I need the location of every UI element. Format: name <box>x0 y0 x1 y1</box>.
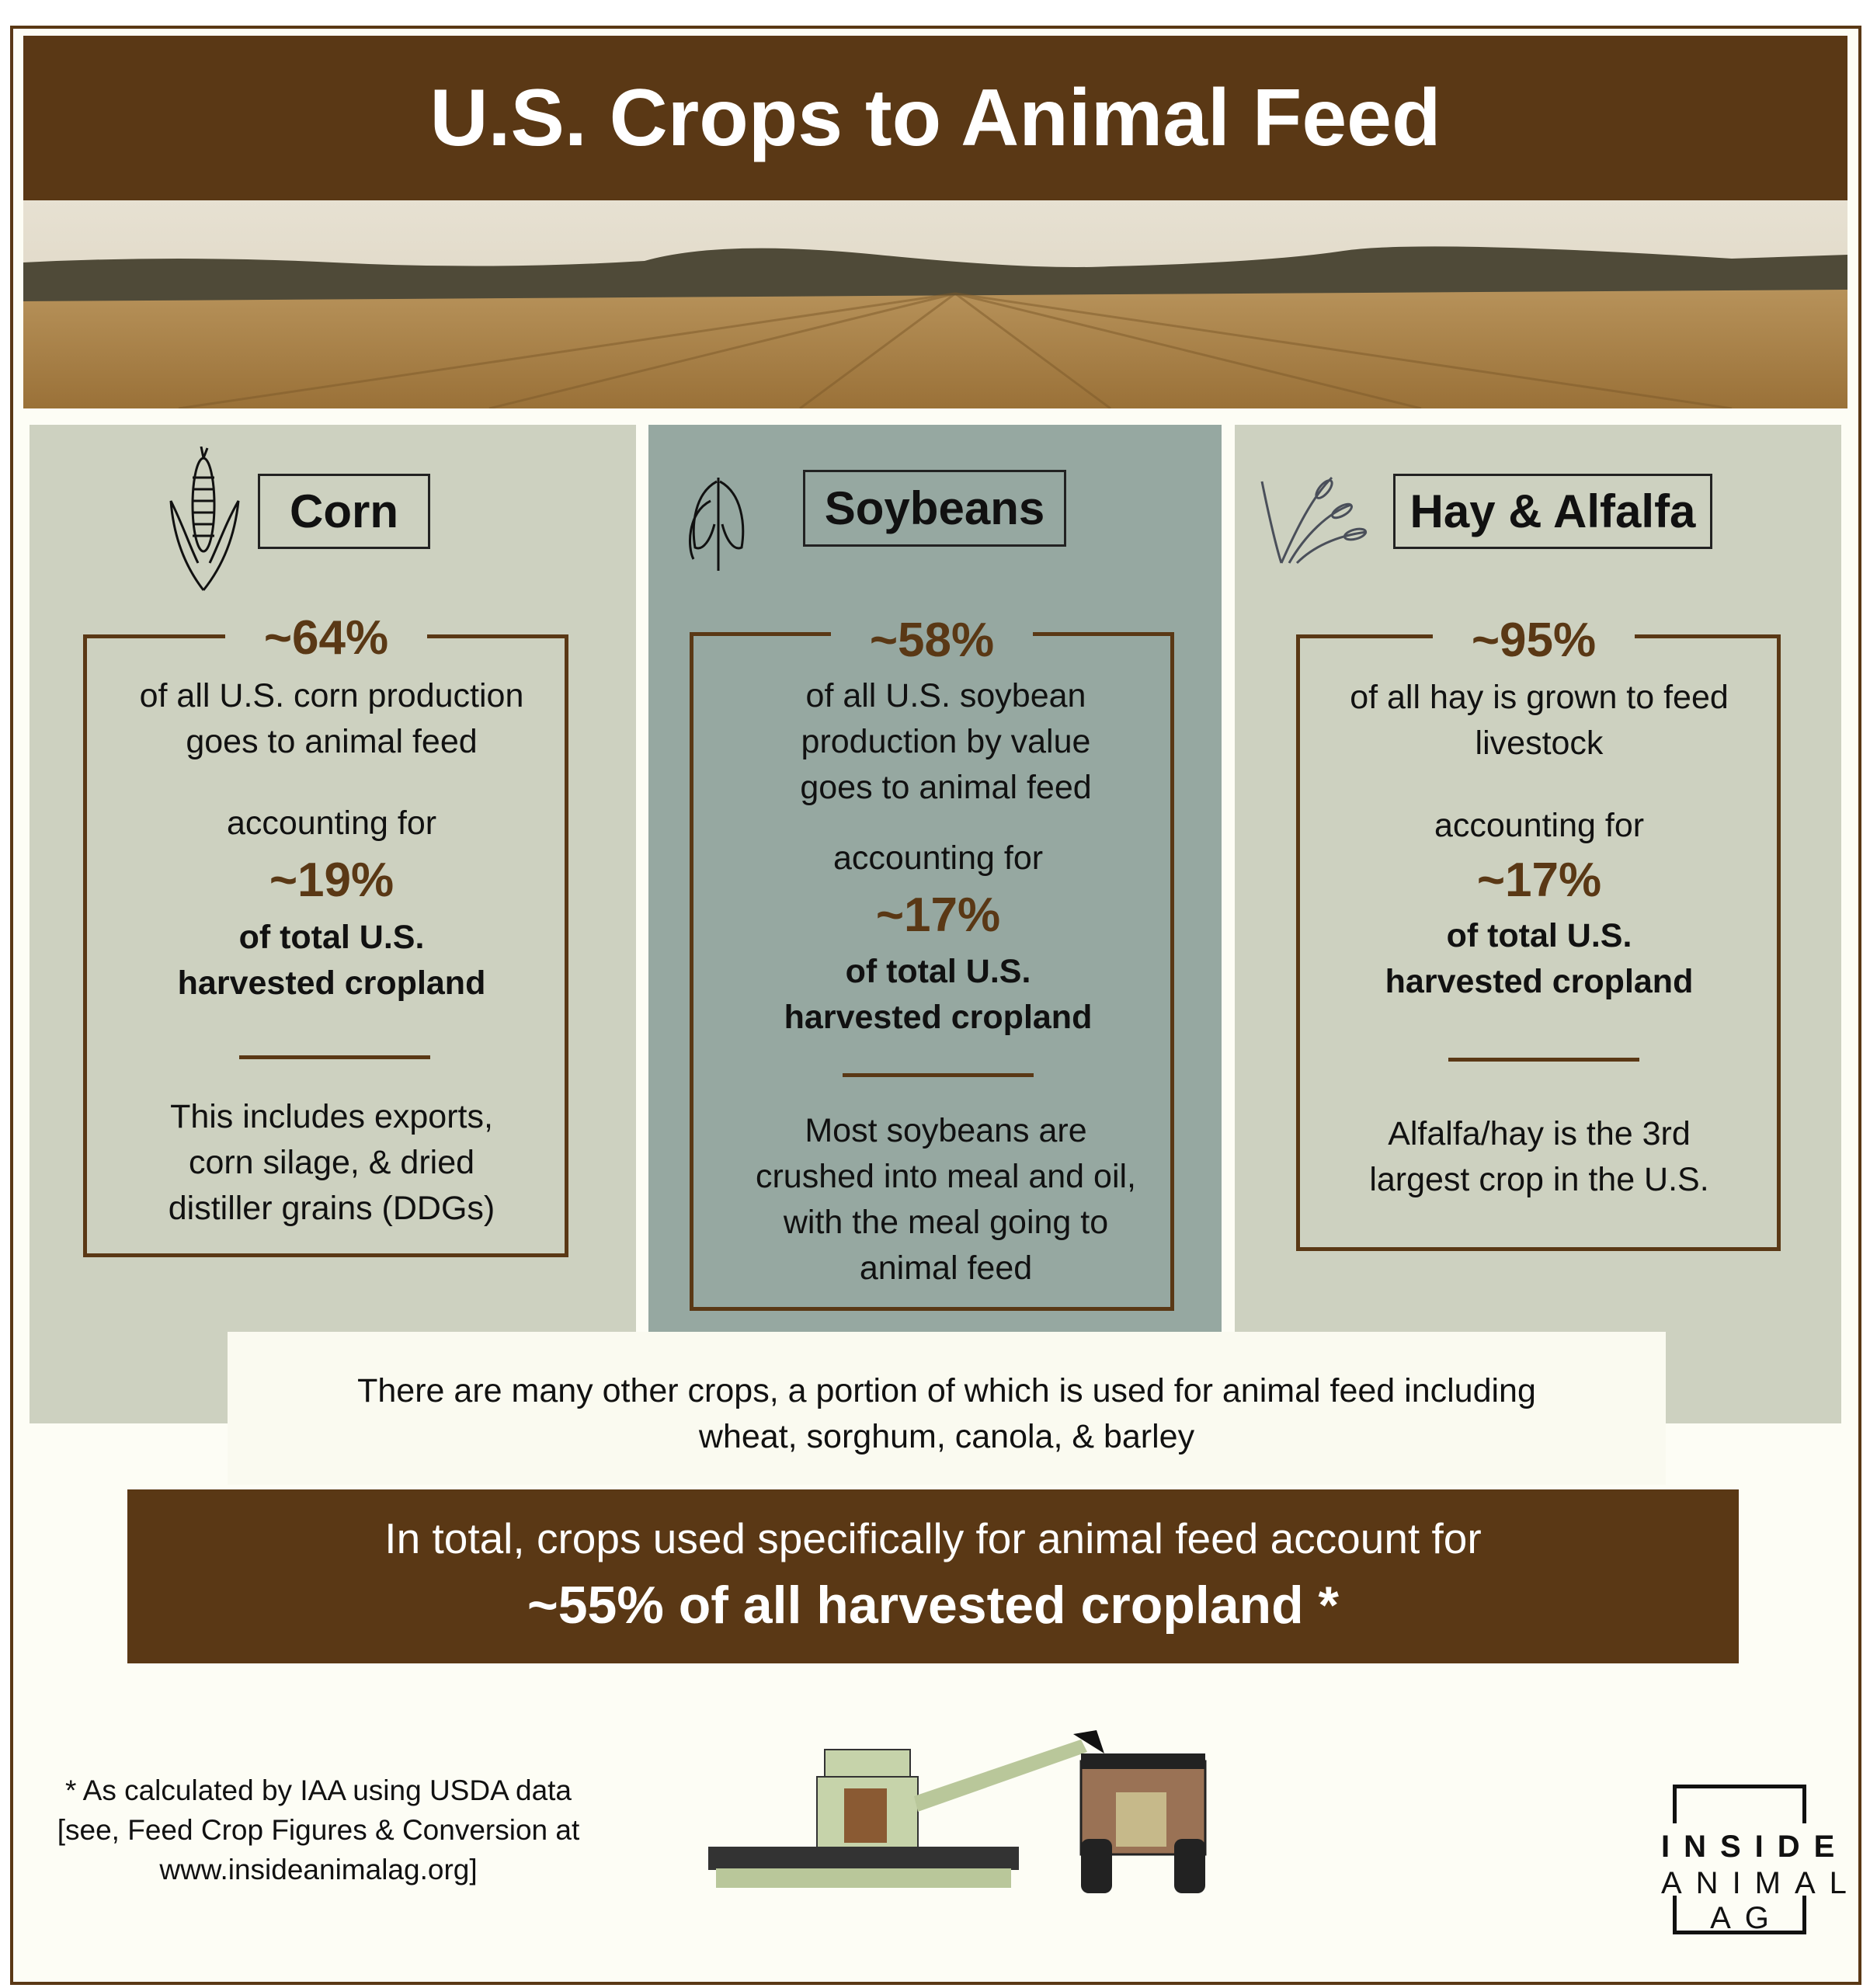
hay-note: Alfalfa/hay is the 3rd largest crop in t… <box>1369 1115 1709 1198</box>
hay-panel <box>1235 425 1841 1423</box>
total-line2: ~55% of all harvested cropland * <box>527 1576 1339 1635</box>
total-banner: In total, crops used specifically for an… <box>127 1489 1739 1663</box>
corn-note: This includes exports, corn silage, & dr… <box>168 1098 495 1227</box>
crop-label-corn: Corn <box>258 474 430 549</box>
soybean-land-percent: ~17% <box>875 888 1001 942</box>
soybean-note: Most soybeans are crushed into meal and … <box>755 1112 1136 1287</box>
soybean-share-percent: ~58% <box>831 610 1033 672</box>
corn-icon <box>169 447 240 591</box>
total-line1: In total, crops used specifically for an… <box>384 1514 1482 1562</box>
hay-land-text: of total U.S. harvested cropland <box>1385 917 1694 1000</box>
footnote: * As calculated by IAA using USDA data [… <box>57 1774 580 1885</box>
hay-accounting-text: accounting for <box>1434 807 1645 844</box>
combine-harvester-illustration <box>708 1730 1207 1893</box>
corn-share-percent: ~64% <box>225 607 427 669</box>
wheat-field-photo <box>23 200 1847 408</box>
page-title: U.S. Crops to Animal Feed <box>23 36 1847 200</box>
hay-share-percent: ~95% <box>1433 610 1635 672</box>
corn-accounting-text: accounting for <box>226 805 437 842</box>
corn-land-percent: ~19% <box>269 853 395 907</box>
crop-label-soybeans: Soybeans <box>803 470 1066 547</box>
other-crops-text: There are many other crops, a portion of… <box>357 1372 1536 1455</box>
logo-text-animal: ANIMAL <box>1661 1866 1861 1900</box>
hay-share-text: of all hay is grown to feed livestock <box>1350 679 1729 762</box>
hay-alfalfa-icon <box>1260 476 1368 565</box>
divider <box>1448 1058 1639 1062</box>
soybean-land-text: of total U.S. harvested cropland <box>784 953 1093 1036</box>
inside-animal-ag-logo: INSIDE ANIMAL AG <box>1647 1785 1861 1935</box>
soybean-icon <box>689 478 745 571</box>
divider <box>843 1073 1034 1077</box>
hay-land-percent: ~17% <box>1476 853 1602 907</box>
other-crops-box: There are many other crops, a portion of… <box>228 1332 1666 1485</box>
logo-text-ag: AG <box>1710 1901 1783 1935</box>
corn-share-text: of all U.S. corn production goes to anim… <box>139 677 524 760</box>
logo-text-inside: INSIDE <box>1661 1830 1849 1864</box>
soybeans-panel <box>648 425 1222 1332</box>
crop-label-hay-alfalfa: Hay & Alfalfa <box>1393 474 1712 549</box>
divider <box>239 1055 430 1059</box>
corn-land-text: of total U.S. harvested cropland <box>177 919 486 1002</box>
soybean-accounting-text: accounting for <box>832 839 1044 877</box>
soybean-share-text: of all U.S. soybean production by value … <box>800 677 1092 806</box>
